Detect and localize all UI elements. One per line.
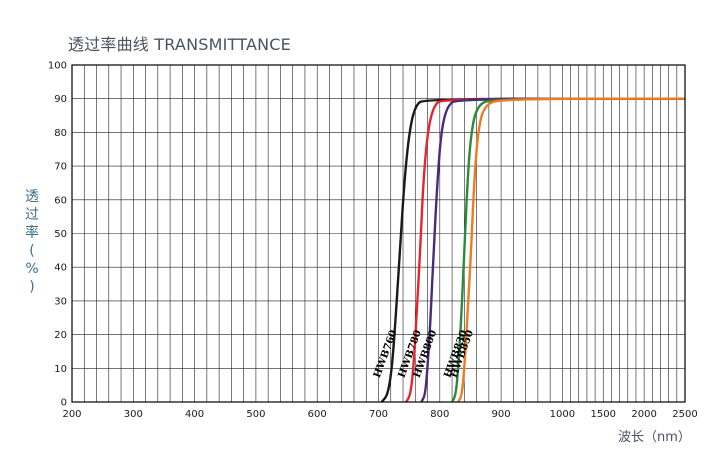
y-tick-label: 20 [54, 330, 67, 341]
series-label: HWB760 [372, 329, 399, 380]
y-axis-label-char: ) [29, 279, 35, 295]
y-tick-label: 80 [54, 128, 67, 139]
y-axis-label: 透过率 (%) [22, 188, 42, 296]
series-line-HWB850 [457, 97, 685, 403]
x-axis-label: 波长（nm） [618, 430, 691, 445]
chart-series [380, 97, 685, 403]
x-tick-label: 700 [369, 409, 388, 420]
y-tick-label: 10 [54, 364, 67, 375]
chart-grid [72, 65, 685, 402]
y-tick-label: 60 [54, 195, 67, 206]
plot-frame [71, 64, 686, 403]
y-tick-label: 40 [54, 263, 67, 274]
x-tick-label: 600 [308, 409, 327, 420]
series-line-HWB800 [420, 97, 685, 403]
x-tick-label: 500 [246, 409, 265, 420]
x-tick-label: 800 [430, 409, 449, 420]
page-title: 透过率曲线 TRANSMITTANCE [68, 35, 291, 54]
x-tick-label: 1000 [550, 409, 575, 420]
x-tick-label: 200 [62, 409, 81, 420]
series-line-HWB780 [405, 97, 685, 403]
y-tick-label: 30 [54, 296, 67, 307]
series-line-HWB760 [380, 97, 685, 403]
x-tick-labels: 200 300 400 500 600 700 800 900 1000 1500 2000 2500 [62, 409, 697, 420]
x-tick-label: 400 [185, 409, 204, 420]
series-line-HWB830 [451, 97, 685, 403]
y-axis-label-char: 透 [25, 189, 39, 205]
y-tick-labels: 0 10 20 30 40 50 60 70 80 90 100 [48, 61, 67, 409]
x-tick-label: 2500 [672, 409, 697, 420]
y-tick-label: 0 [61, 398, 67, 409]
x-tick-label: 2000 [631, 409, 656, 420]
y-tick-label: 90 [54, 94, 67, 105]
x-tick-label: 1500 [591, 409, 616, 420]
y-axis-label-char: ( [29, 243, 35, 259]
x-tick-label: 900 [492, 409, 511, 420]
x-tick-label: 300 [124, 409, 143, 420]
y-tick-label: 100 [48, 61, 67, 72]
y-tick-label: 70 [54, 162, 67, 173]
y-axis-label-char: % [25, 261, 39, 277]
y-tick-label: 50 [54, 229, 67, 240]
y-axis-label-char: 过 [25, 207, 39, 223]
y-axis-label-char: 率 [25, 225, 39, 241]
